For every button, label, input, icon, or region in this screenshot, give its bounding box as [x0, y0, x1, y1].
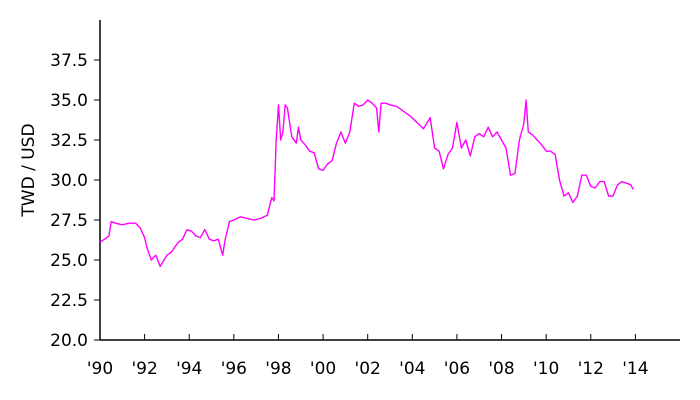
x-tick-label: '06 [444, 359, 470, 379]
x-tick-label: '12 [578, 359, 604, 379]
x-tick-label: '92 [131, 359, 157, 379]
y-ticks: 20.0 22.5 25.0 27.5 30.0 32.5 35.0 37.5 [50, 51, 100, 351]
y-tick-label: 35.0 [50, 91, 88, 111]
x-tick-label: '94 [176, 359, 202, 379]
x-tick-label: '04 [399, 359, 425, 379]
x-tick-label: '98 [265, 359, 291, 379]
x-tick-label: '08 [488, 359, 514, 379]
axes [99, 20, 680, 341]
x-tick-label: '00 [310, 359, 336, 379]
y-tick-label: 22.5 [50, 291, 88, 311]
series-layer [99, 99, 634, 268]
series-line [99, 99, 634, 268]
x-tick-label: '14 [622, 359, 648, 379]
x-tick-label: '90 [87, 359, 113, 379]
x-tick-label: '02 [355, 359, 381, 379]
x-ticks: '90 '92 '94 '96 '98 '00 '02 '04 '06 '08 '10 '12 '14 [87, 334, 649, 379]
y-tick-label: 37.5 [50, 51, 88, 71]
y-tick-label: 20.0 [50, 331, 88, 351]
y-tick-label: 30.0 [50, 171, 88, 191]
y-axis-title: TWD / USD [19, 123, 39, 217]
y-tick-label: 32.5 [50, 131, 88, 151]
x-tick-label: '96 [221, 359, 247, 379]
y-tick-label: 27.5 [50, 211, 88, 231]
x-tick-label: '10 [533, 359, 559, 379]
y-tick-label: 25.0 [50, 251, 88, 271]
